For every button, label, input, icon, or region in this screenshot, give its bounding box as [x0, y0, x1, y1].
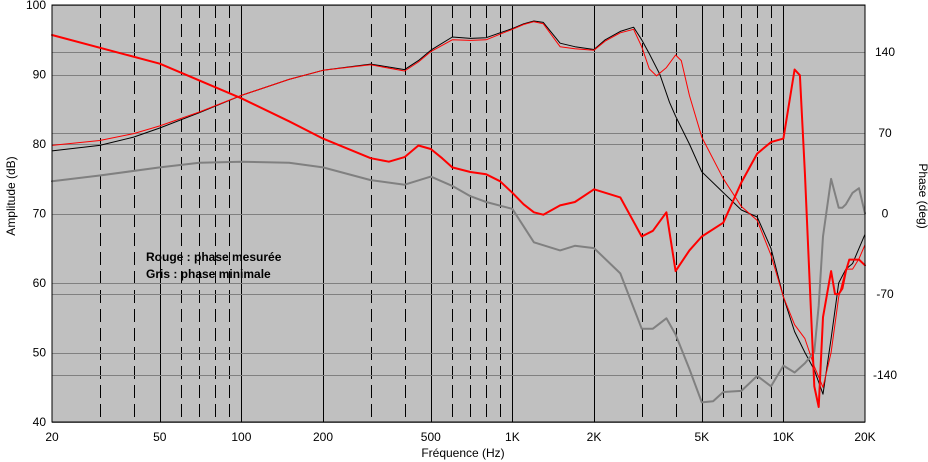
x-tick-label: 100	[231, 430, 251, 444]
x-tick-label: 20	[45, 430, 59, 444]
x-axis-ticks: 20 50 100 200 500 1K 2K 5K 10K 20K	[45, 430, 875, 444]
x-tick-label: 2K	[587, 430, 602, 444]
y2-tick-label: 70	[878, 126, 892, 140]
series-line-4	[51, 34, 866, 408]
plot-frame	[51, 4, 866, 423]
y2-tick-label: 140	[875, 45, 895, 59]
x-tick-label: 20K	[854, 430, 875, 444]
x-tick-label: 5K	[694, 430, 709, 444]
y-tick-label: 50	[33, 346, 47, 360]
x-tick-label: 50	[153, 430, 167, 444]
y2-tick-label: 0	[882, 207, 889, 221]
x-tick-label: 10K	[773, 430, 794, 444]
y-tick-label: 40	[33, 415, 47, 429]
y2-axis-ticks: 140 70 0 -70 -140	[873, 45, 897, 382]
x-tick-label: 200	[313, 430, 333, 444]
x-tick-label: 500	[421, 430, 441, 444]
y-axis-label: Amplitude (dB)	[4, 156, 18, 235]
y2-axis-label: Phase (deg)	[916, 163, 928, 228]
series-line-3	[51, 160, 866, 404]
vertical-grid	[100, 5, 784, 422]
series-layer	[51, 20, 866, 408]
series-line-2	[51, 21, 866, 388]
y-tick-label: 80	[33, 137, 47, 151]
annotation-red: Rouge : phase mesurée	[146, 250, 282, 264]
y-tick-label: 60	[33, 276, 47, 290]
y2-tick-label: -140	[873, 368, 897, 382]
plot-area	[52, 5, 865, 422]
y-axis-ticks: 40 50 60 70 80 90 100	[26, 0, 46, 429]
y-tick-label: 100	[26, 0, 46, 12]
y-tick-label: 70	[33, 207, 47, 221]
annotation-grey: Gris : phase minimale	[146, 267, 271, 281]
y-tick-label: 90	[33, 68, 47, 82]
x-tick-label: 1K	[505, 430, 520, 444]
series-line-1	[51, 20, 866, 395]
y2-tick-label: -70	[876, 287, 894, 301]
x-axis-label: Fréquence (Hz)	[421, 446, 504, 460]
